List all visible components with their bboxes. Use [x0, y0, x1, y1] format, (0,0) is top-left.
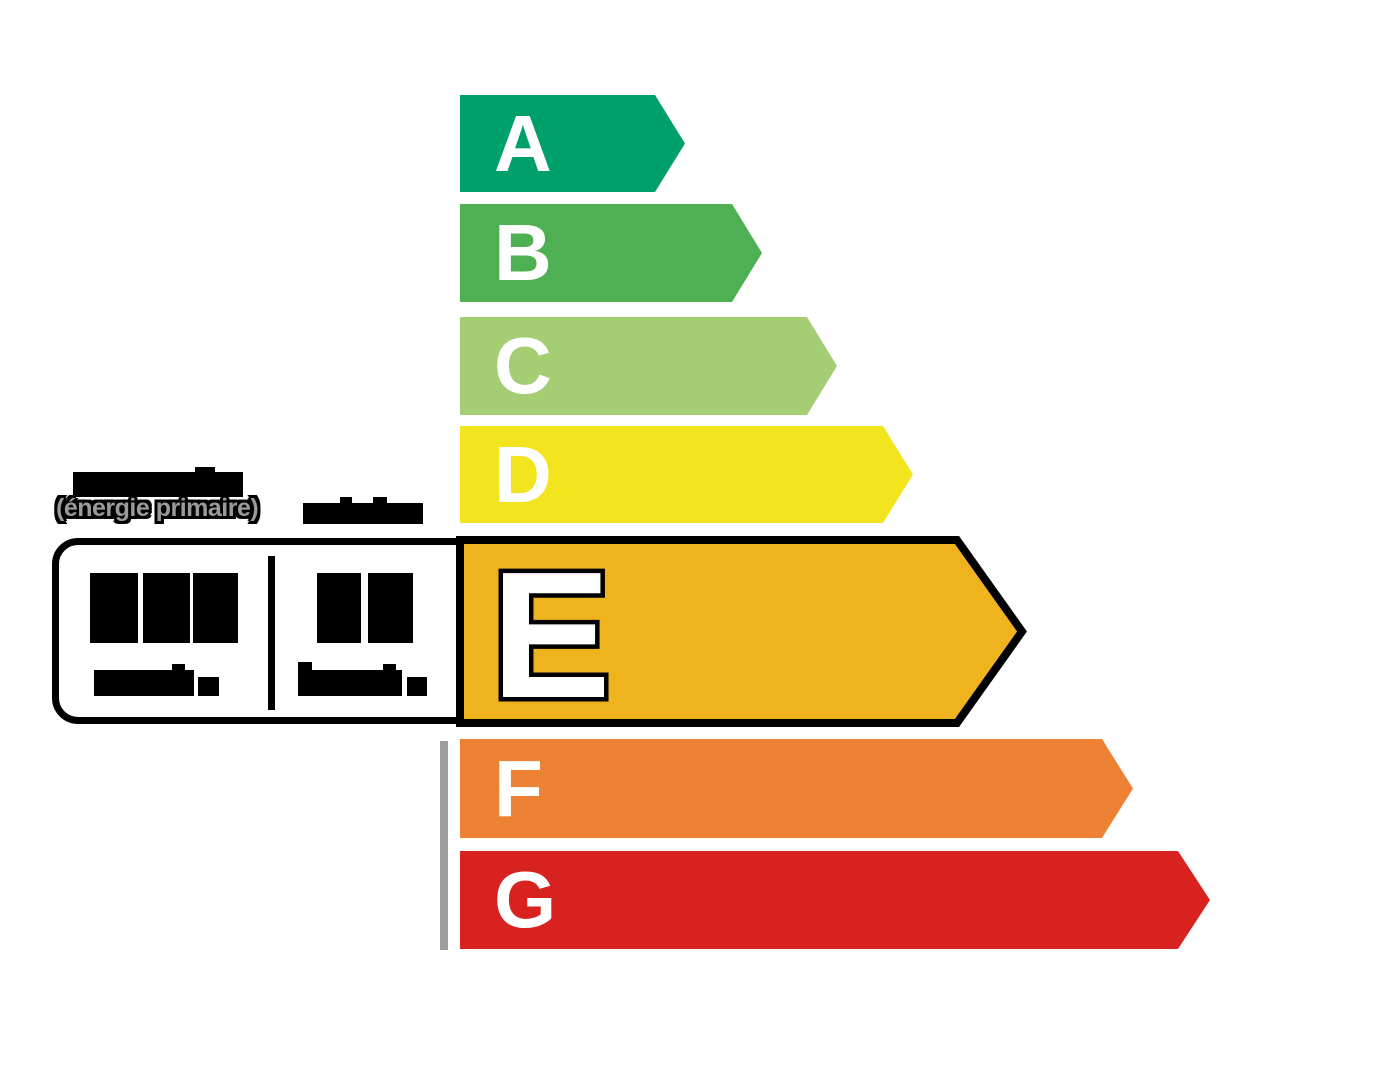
redacted-emissions-title [303, 503, 423, 524]
redacted-emissions-unit [407, 677, 427, 696]
current-class-arrow-e: E [456, 536, 1027, 727]
redacted-emissions-title-fragment [373, 497, 387, 505]
redacted-emissions-unit [383, 664, 396, 672]
class-arrow-b: B [460, 204, 762, 302]
energy-primary-label: (énergie primaire) [56, 494, 259, 522]
redacted-emissions-unit [298, 670, 402, 696]
redacted-consumption-unit [94, 670, 194, 696]
class-arrow-a: A [460, 95, 685, 192]
redacted-emissions-title-fragment [340, 497, 352, 505]
class-arrow-d: D [460, 426, 913, 523]
redacted-consumption-unit [172, 664, 185, 672]
class-letter-e: E [491, 536, 611, 727]
redacted-emissions-digit [317, 573, 361, 643]
redacted-consumption-title-fragment [195, 467, 215, 475]
scale-bottom-marker [440, 741, 448, 950]
class-arrow-f: F [460, 739, 1133, 838]
redacted-consumption-digit [143, 573, 190, 643]
redacted-consumption-digit [90, 573, 138, 643]
class-letter-a: A [494, 98, 552, 188]
class-arrow-g: G [460, 851, 1210, 949]
box-divider [268, 556, 275, 710]
redacted-consumption-title [73, 472, 243, 497]
redacted-consumption-digit [193, 573, 238, 643]
redacted-consumption-unit [198, 677, 219, 696]
class-letter-d: D [494, 429, 552, 519]
redacted-emissions-digit [368, 573, 413, 643]
class-arrow-c: C [460, 317, 837, 415]
class-letter-f: F [494, 743, 543, 833]
class-letter-c: C [494, 321, 552, 410]
current-class-arrow-shape [456, 536, 1027, 727]
class-letter-g: G [494, 855, 557, 944]
class-letter-b: B [494, 208, 552, 297]
